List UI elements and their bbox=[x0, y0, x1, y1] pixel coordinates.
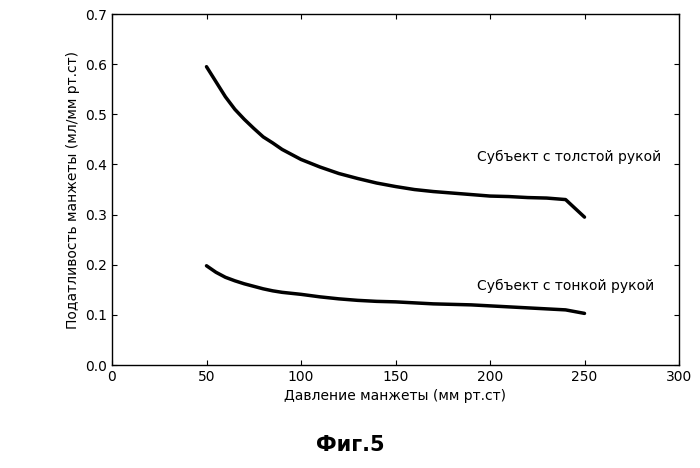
Text: Фиг.5: Фиг.5 bbox=[316, 435, 384, 454]
Text: Субъект с тонкой рукой: Субъект с тонкой рукой bbox=[477, 279, 654, 293]
X-axis label: Давление манжеты (мм рт.ст): Давление манжеты (мм рт.ст) bbox=[284, 389, 507, 403]
Text: Субъект с толстой рукой: Субъект с толстой рукой bbox=[477, 150, 661, 164]
Y-axis label: Податливость манжеты (мл/мм рт.ст): Податливость манжеты (мл/мм рт.ст) bbox=[66, 51, 80, 329]
